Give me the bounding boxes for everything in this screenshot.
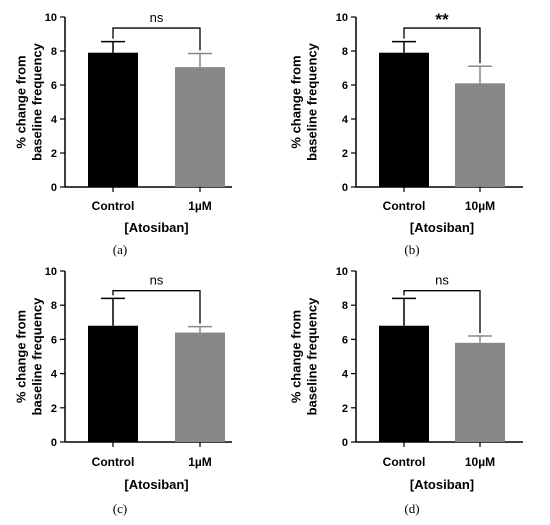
- significance-label: ns: [435, 273, 449, 288]
- significance-bracket: [112, 27, 201, 51]
- bar: [88, 52, 138, 188]
- y-axis-label: % change from: [288, 55, 303, 148]
- bar: [455, 83, 505, 187]
- y-tick-label: 2: [51, 403, 57, 415]
- x-axis-title: [Atosiban]: [124, 220, 188, 235]
- y-tick-label: 10: [336, 266, 348, 278]
- y-tick-label: 8: [51, 300, 57, 312]
- bar: [379, 325, 429, 442]
- x-tick-label: 1µM: [188, 199, 212, 213]
- x-axis-title: [Atosiban]: [410, 220, 474, 235]
- y-tick-label: 0: [342, 182, 348, 194]
- y-tick-label: 4: [51, 114, 58, 126]
- bar: [379, 52, 429, 188]
- y-tick-label: 6: [51, 334, 57, 346]
- y-tick-label: 2: [342, 403, 348, 415]
- x-tick-label: 10µM: [465, 199, 495, 213]
- y-axis-label: % change from: [13, 310, 28, 403]
- y-axis-label: % change from: [288, 310, 303, 403]
- y-tick-label: 4: [342, 114, 349, 126]
- y-tick-label: 0: [342, 437, 348, 449]
- y-tick-label: 10: [45, 12, 57, 24]
- panel-letter: (a): [113, 242, 127, 257]
- panel-letter: (c): [113, 501, 127, 516]
- bar: [455, 342, 505, 442]
- x-axis-title: [Atosiban]: [124, 477, 188, 492]
- y-tick-label: 0: [51, 182, 57, 194]
- y-tick-label: 4: [51, 369, 58, 381]
- y-tick-label: 8: [51, 46, 57, 58]
- y-tick-label: 10: [45, 266, 57, 278]
- y-tick-label: 6: [342, 80, 348, 92]
- significance-label: ns: [150, 10, 164, 25]
- significance-bracket: [403, 27, 481, 64]
- y-axis-label: baseline frequency: [304, 297, 319, 416]
- y-axis-label: baseline frequency: [29, 42, 44, 161]
- chart-panel-c: 0 2 4 6 8 10 Control 1µM ns % change from baseline…: [13, 266, 232, 516]
- y-axis-label: % change from: [13, 55, 28, 148]
- y-tick-label: 2: [51, 148, 57, 160]
- x-tick-label: Control: [383, 199, 426, 213]
- significance-label: ns: [150, 273, 164, 288]
- x-tick-label: Control: [92, 199, 135, 213]
- chart-panel-b: 0 2 4 6 8 10 Control 10µM ** % change from baselin…: [288, 10, 523, 257]
- y-tick-label: 0: [51, 437, 57, 449]
- y-axis-label: baseline frequency: [304, 42, 319, 161]
- y-axis-label: baseline frequency: [29, 297, 44, 416]
- bar: [88, 325, 138, 442]
- y-tick-label: 10: [336, 12, 348, 24]
- significance-bracket: [403, 290, 481, 333]
- x-tick-label: 1µM: [188, 455, 212, 469]
- y-tick-label: 2: [342, 148, 348, 160]
- x-tick-label: 10µM: [465, 455, 495, 469]
- x-tick-label: Control: [383, 455, 426, 469]
- chart-panel-a: 0 2 4 6 8 10 Control 1µM ns % change from baseline…: [13, 10, 232, 257]
- x-axis-title: [Atosiban]: [410, 477, 474, 492]
- bar: [175, 67, 225, 187]
- y-tick-label: 8: [342, 46, 348, 58]
- bar: [175, 332, 225, 442]
- y-tick-label: 4: [342, 369, 349, 381]
- y-tick-label: 6: [51, 80, 57, 92]
- chart-panel-d: 0 2 4 6 8 10 Control 10µM ns % change from baselin…: [288, 266, 523, 516]
- y-tick-label: 8: [342, 300, 348, 312]
- y-tick-label: 6: [342, 334, 348, 346]
- significance-bracket: [112, 290, 201, 324]
- panel-letter: (d): [404, 501, 419, 516]
- significance-label: **: [435, 10, 449, 29]
- panel-letter: (b): [404, 242, 419, 257]
- x-tick-label: Control: [92, 455, 135, 469]
